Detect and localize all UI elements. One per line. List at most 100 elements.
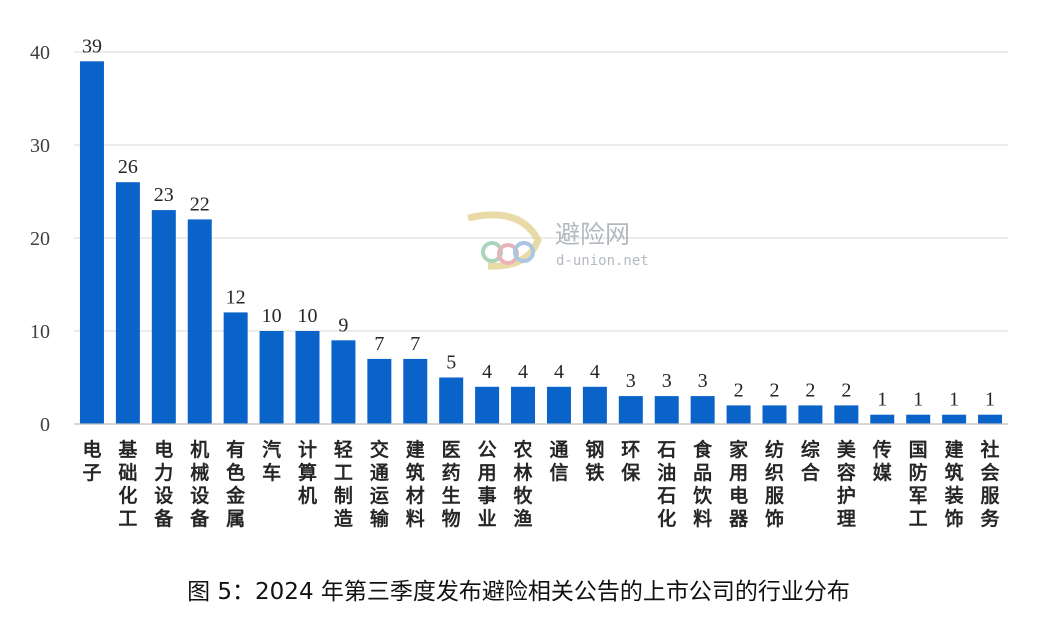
category-label: 计算机 <box>298 439 317 507</box>
data-label: 1 <box>913 389 923 411</box>
category-char: 轻 <box>334 438 353 461</box>
data-label: 3 <box>698 370 708 392</box>
bar <box>367 358 392 424</box>
category-char: 药 <box>442 461 461 484</box>
watermark-text-cn: 避险网 <box>555 220 630 249</box>
category-char: 牧 <box>514 484 534 507</box>
category-char: 用 <box>478 462 497 484</box>
data-label: 1 <box>985 389 995 411</box>
category-char: 造 <box>334 507 354 530</box>
category-label: 环保 <box>620 439 641 484</box>
category-char: 容 <box>837 461 856 484</box>
data-label: 10 <box>298 305 318 327</box>
category-label: 石油石化 <box>656 439 676 530</box>
category-char: 环 <box>621 439 640 461</box>
category-char: 饰 <box>765 507 784 530</box>
category-char: 医 <box>442 439 461 461</box>
category-label: 家用电器 <box>728 438 749 530</box>
data-label: 1 <box>949 389 959 411</box>
category-char: 会 <box>981 461 1000 484</box>
category-label: 交通运输 <box>370 438 390 530</box>
category-char: 媒 <box>873 462 893 484</box>
data-label: 2 <box>841 379 851 401</box>
category-label: 纺织服饰 <box>765 438 785 530</box>
category-char: 力 <box>154 461 173 484</box>
category-char: 公 <box>478 439 497 461</box>
category-char: 物 <box>442 507 461 530</box>
category-char: 机 <box>190 439 209 461</box>
category-label: 电力设备 <box>153 438 174 530</box>
data-label: 2 <box>805 379 815 401</box>
category-char: 服 <box>981 485 1001 507</box>
category-char: 铁 <box>585 461 604 484</box>
category-label: 综合 <box>801 438 821 484</box>
category-char: 饮 <box>692 484 713 507</box>
data-label: 10 <box>262 305 282 327</box>
category-char: 化 <box>657 507 676 530</box>
bar <box>726 405 751 424</box>
category-char: 事 <box>478 484 497 507</box>
category-label: 建筑材料 <box>406 438 425 530</box>
bar <box>79 61 104 425</box>
data-label: 2 <box>734 379 744 401</box>
category-char: 车 <box>262 461 281 484</box>
category-label: 公用事业 <box>478 439 497 530</box>
category-char: 通 <box>370 462 390 484</box>
bar <box>690 396 715 424</box>
category-label: 社会服务 <box>980 438 1001 530</box>
y-tick-label: 20 <box>30 228 50 250</box>
bar <box>223 312 248 424</box>
data-label: 22 <box>190 193 210 215</box>
watermark-logo-dot <box>513 241 535 263</box>
data-label: 4 <box>482 361 492 383</box>
bar <box>978 414 1003 424</box>
category-char: 用 <box>729 462 748 484</box>
data-label: 4 <box>554 361 564 383</box>
category-char: 器 <box>728 508 749 530</box>
watermark-text-en: d-union.net <box>556 253 649 269</box>
category-char: 属 <box>226 508 245 530</box>
category-char: 护 <box>837 484 856 507</box>
bar <box>870 414 895 424</box>
category-char: 石 <box>656 485 676 507</box>
axes: 010203040电子基础化工电力设备机械设备有色金属汽车计算机轻工制造交通运输… <box>30 42 1008 530</box>
category-char: 设 <box>190 485 209 507</box>
category-char: 料 <box>693 507 712 530</box>
category-char: 家 <box>729 438 749 461</box>
bar <box>762 405 787 424</box>
category-char: 通 <box>549 439 569 461</box>
category-char: 合 <box>801 461 821 484</box>
category-char: 电 <box>154 438 173 461</box>
category-char: 信 <box>549 461 568 484</box>
category-char: 钢 <box>585 439 604 461</box>
category-char: 金 <box>225 484 246 507</box>
category-char: 有 <box>226 438 245 461</box>
category-label: 美容护理 <box>837 438 857 530</box>
bar <box>546 386 571 424</box>
category-char: 务 <box>981 507 1001 530</box>
y-tick-label: 30 <box>30 135 50 157</box>
category-char: 工 <box>909 508 928 530</box>
category-char: 备 <box>153 507 174 530</box>
data-label: 7 <box>374 333 384 355</box>
category-char: 品 <box>693 462 712 484</box>
bar <box>475 386 500 424</box>
bar <box>798 405 823 424</box>
category-char: 化 <box>118 484 137 507</box>
y-tick-label: 40 <box>30 42 50 64</box>
category-char: 交 <box>370 438 389 461</box>
category-char: 林 <box>514 461 533 484</box>
category-char: 保 <box>620 461 641 484</box>
category-char: 综 <box>801 438 820 461</box>
bar <box>151 210 176 424</box>
category-char: 备 <box>189 507 210 530</box>
category-char: 装 <box>944 484 964 507</box>
category-char: 建 <box>945 438 964 461</box>
category-label: 国防军工 <box>909 439 928 530</box>
category-label: 建筑装饰 <box>944 438 964 530</box>
bar <box>654 396 679 424</box>
category-char: 业 <box>478 508 497 530</box>
category-char: 基 <box>117 438 138 461</box>
category-char: 石 <box>656 439 676 461</box>
category-char: 纺 <box>765 438 784 461</box>
